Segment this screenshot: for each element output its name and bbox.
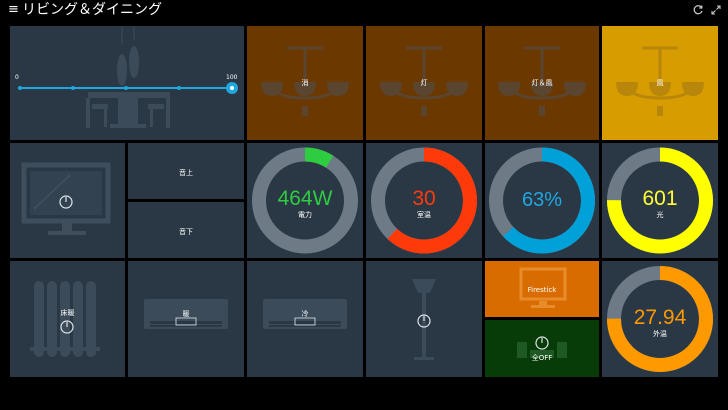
power-value: 464W — [277, 187, 333, 210]
light-and-fan-label: 灯＆風 — [531, 79, 553, 87]
floor-heating-label: 床暖 — [60, 309, 75, 317]
ac-heat-button[interactable]: 暖 — [128, 261, 244, 377]
chandelier-icon — [380, 46, 468, 116]
dining-table-icon — [86, 26, 170, 128]
light-level-value: 601 — [642, 187, 678, 210]
all-off-label: 全OFF — [531, 354, 553, 362]
chandelier-icon — [498, 46, 586, 116]
floor-lamp-button[interactable] — [366, 261, 482, 377]
outdoor-temp-value: 27.94 — [633, 306, 687, 329]
firestick-button[interactable]: Firestick — [485, 261, 599, 317]
light-on-button[interactable]: 灯 — [366, 26, 482, 140]
gauge-value-arc — [607, 147, 713, 254]
fan-label: 風 — [656, 79, 664, 87]
air-conditioner-icon — [263, 299, 347, 329]
light-level-gauge-ring — [607, 147, 713, 254]
gauge-value-arc — [252, 147, 358, 254]
outdoor-temp-gauge-ring — [607, 266, 713, 372]
header-bar: ≡ リビング＆ダイニング — [0, 0, 728, 22]
slider-max-label: 100 — [226, 74, 238, 81]
power-gauge-ring — [252, 147, 358, 254]
room-temp-value: 30 — [412, 187, 436, 210]
humidity-value: 63% — [521, 189, 563, 211]
hamburger-icon[interactable]: ≡ — [8, 2, 19, 17]
air-conditioner-icon — [144, 299, 228, 329]
light-level-gauge: 601 光 — [602, 143, 718, 258]
ac-cool-button[interactable]: 冷 — [247, 261, 363, 377]
floor-lamp-icon — [412, 279, 436, 360]
power-gauge: 464W 電力 — [247, 143, 363, 258]
fan-button[interactable]: 風 — [602, 26, 718, 140]
gauge-value-arc — [607, 266, 713, 372]
page-title: リビング＆ダイニング — [22, 2, 162, 18]
room-temp-gauge-ring — [371, 147, 477, 254]
power-label: 電力 — [298, 211, 312, 219]
floor-heating-button[interactable]: 床暖 — [10, 261, 125, 377]
gauge-value-arc — [371, 147, 477, 254]
radiator-icon — [30, 281, 100, 357]
light-and-fan-button[interactable]: 灯＆風 — [485, 26, 599, 140]
all-off-button[interactable]: 全OFF — [485, 320, 599, 377]
outdoor-temp-label: 外温 — [653, 330, 667, 338]
volume-up-button[interactable]: 音上 — [128, 143, 244, 199]
slider-min-label: 0 — [15, 74, 19, 81]
firestick-label: Firestick — [527, 286, 557, 294]
dining-dimmer-tile: 0 100 — [10, 26, 244, 140]
volume-up-label: 音上 — [179, 169, 193, 177]
ac-heat-label: 暖 — [182, 310, 190, 318]
light-off-label: 消 — [301, 79, 309, 87]
gauge-value-arc — [489, 147, 595, 254]
light-off-button[interactable]: 消 — [247, 26, 363, 140]
light-on-label: 灯 — [420, 79, 428, 87]
television-icon — [21, 162, 111, 235]
humidity-gauge: 63% — [485, 143, 599, 258]
home-theater-icon — [517, 336, 567, 358]
refresh-icon[interactable] — [692, 4, 704, 16]
monitor-icon — [519, 267, 567, 308]
room-temp-label: 室温 — [417, 211, 431, 219]
outdoor-temp-gauge: 27.94 外温 — [602, 261, 718, 377]
room-temp-gauge: 30 室温 — [366, 143, 482, 258]
tv-power-button[interactable] — [10, 143, 125, 258]
humidity-gauge-ring — [489, 147, 595, 254]
volume-down-label: 音下 — [179, 228, 193, 236]
chandelier-icon — [616, 46, 704, 116]
volume-down-button[interactable]: 音下 — [128, 202, 244, 258]
expand-icon[interactable] — [710, 4, 722, 16]
ac-cool-label: 冷 — [301, 310, 309, 318]
light-level-label: 光 — [656, 211, 664, 219]
chandelier-icon — [261, 46, 349, 116]
brightness-slider[interactable] — [10, 80, 244, 96]
